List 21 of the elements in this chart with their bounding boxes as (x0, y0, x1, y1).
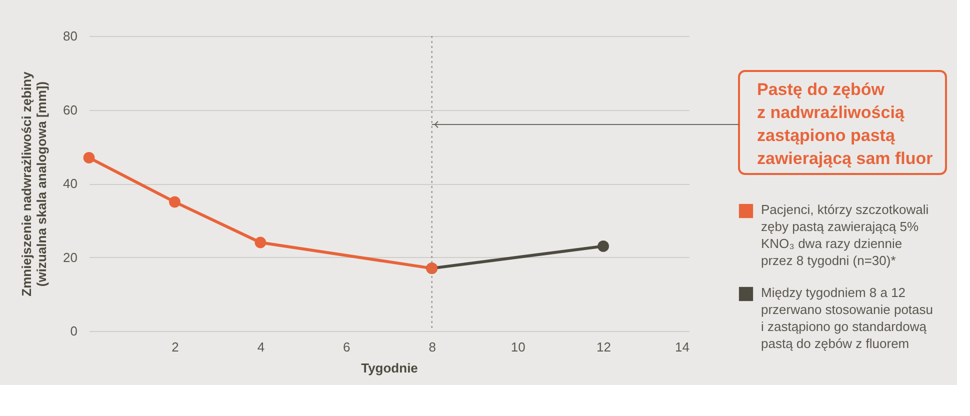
y-axis-title: Zmniejszenie nadwrażliwości zębiny (wizualna skala analogowa [mm]) (19, 70, 50, 296)
x-tick-label: 14 (675, 340, 690, 354)
x-tick-label: 10 (510, 340, 526, 354)
x-tick-label: 2 (172, 340, 179, 354)
y-tick-label: 20 (63, 250, 78, 265)
annotation: Pastę do zębów z nadwrażliwością zastąpiono pastą zawierającą sam fluor (757, 80, 934, 168)
y-tick-label: 40 (63, 176, 78, 191)
y-tick-label: 60 (63, 102, 78, 118)
x-tick-label: 4 (257, 340, 265, 354)
y-tick-label: 0 (70, 324, 78, 338)
x-tick-label: 12 (596, 340, 612, 354)
legend-label: Pacjenci, którzy szczotkowali zęby pastą zawierającą 5% KNO₃ dwa razy dziennie przez 8 tygodni (n=30)* (761, 202, 929, 268)
y-tick-label: 80 (63, 28, 78, 44)
point (83, 152, 95, 164)
point (598, 240, 609, 252)
x-tick-label: 8 (428, 340, 436, 354)
x-axis-title: Tygodnie (361, 360, 418, 376)
point (169, 196, 180, 208)
point (254, 236, 266, 248)
x-tick-label: 6 (343, 340, 350, 354)
legend-label: Między tygodniem 8 a 12 przerwano stosowanie potasu i zastąpiono go standardową pastą do zębów z fluorem (761, 285, 933, 351)
